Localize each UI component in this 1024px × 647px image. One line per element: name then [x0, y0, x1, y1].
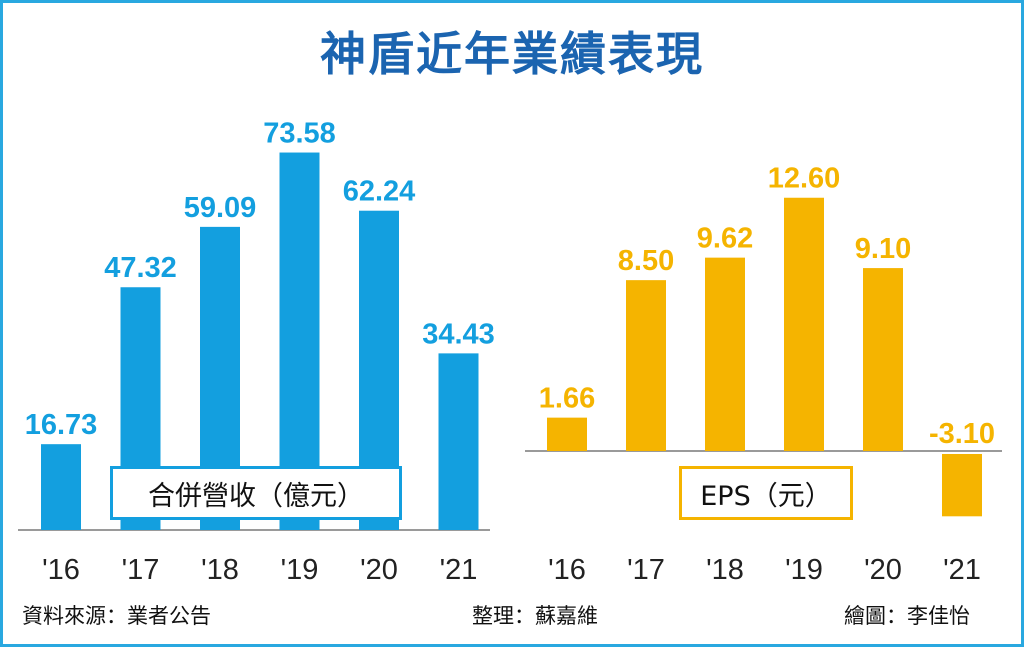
revenue-legend-label: 合併營收（億元）	[110, 466, 402, 520]
revenue-x-tick: '18	[201, 554, 239, 586]
chart-title: 神盾近年業績表現	[320, 27, 704, 81]
revenue-value-label: 59.09	[184, 192, 257, 224]
eps-value-label: 1.66	[539, 383, 595, 415]
eps-bar	[705, 257, 745, 451]
revenue-x-tick: '17	[122, 554, 160, 586]
revenue-value-label: 16.73	[25, 409, 98, 441]
revenue-x-tick: '21	[440, 554, 478, 586]
eps-x-ticks: '16 '17 '18 '19 '20 '21	[548, 554, 981, 586]
revenue-x-ticks: '16 '17 '18 '19 '20 '21	[42, 554, 477, 586]
eps-bars: 1.66 8.50 9.62 12.60 9.10 -3.10	[539, 163, 995, 517]
footer-source: 資料來源：業者公告	[22, 604, 211, 628]
revenue-value-label: 62.24	[343, 176, 416, 208]
eps-bar	[942, 454, 982, 517]
revenue-x-tick: '20	[360, 554, 398, 586]
eps-x-tick: '18	[706, 554, 744, 586]
eps-legend-label: EPS（元）	[679, 466, 853, 520]
footer-artist: 繪圖：李佳怡	[844, 604, 970, 628]
eps-x-tick: '16	[548, 554, 586, 586]
eps-bar	[547, 417, 587, 451]
eps-x-tick: '20	[864, 554, 902, 586]
eps-value-label: -3.10	[929, 418, 995, 450]
revenue-x-tick: '16	[42, 554, 80, 586]
eps-bar	[863, 268, 903, 451]
eps-value-label: 9.10	[855, 233, 911, 265]
revenue-bar	[41, 444, 81, 530]
eps-x-tick: '17	[627, 554, 665, 586]
eps-value-label: 8.50	[618, 245, 674, 277]
revenue-x-tick: '19	[281, 554, 319, 586]
footer-editor: 整理：蘇嘉維	[472, 604, 598, 628]
eps-value-label: 12.60	[768, 163, 841, 195]
eps-value-label: 9.62	[697, 223, 753, 255]
revenue-value-label: 73.58	[263, 118, 336, 150]
eps-bar	[626, 280, 666, 451]
revenue-bar	[438, 353, 479, 530]
eps-bar	[784, 197, 824, 451]
revenue-value-label: 34.43	[422, 318, 495, 350]
revenue-value-label: 47.32	[104, 252, 177, 284]
eps-x-tick: '19	[785, 554, 823, 586]
eps-x-tick: '21	[943, 554, 981, 586]
